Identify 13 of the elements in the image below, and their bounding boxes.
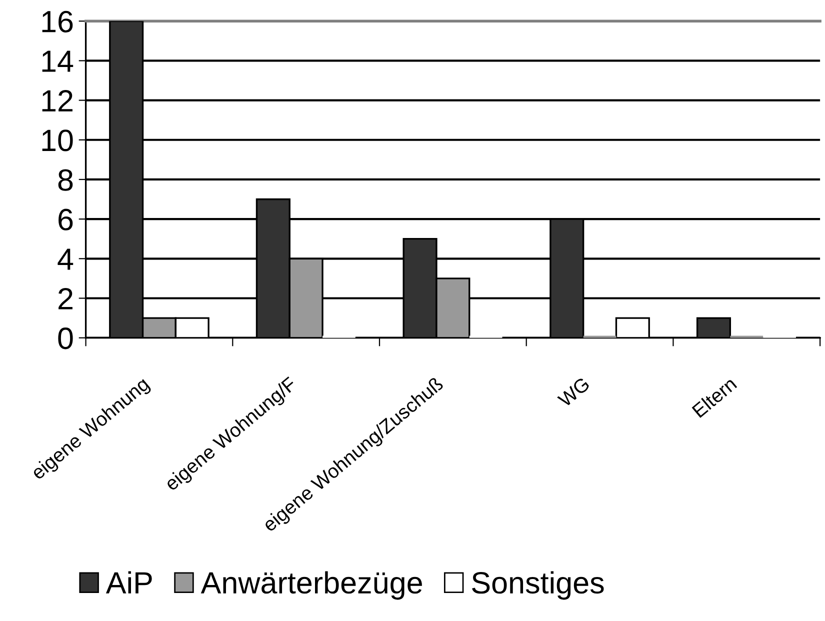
x-tick-label: WG [556, 376, 590, 408]
y-tick-label: 12 [42, 90, 72, 112]
y-tick-label: 10 [42, 130, 73, 152]
y-tick-label: 6 [58, 208, 73, 230]
y-tick-label: 16 [42, 10, 73, 32]
y-tick-label: 0 [58, 328, 73, 350]
legend-label: Anwärterbezüge [200, 571, 422, 600]
y-tick-label: 8 [58, 169, 73, 191]
y-tick-label: 2 [58, 288, 72, 310]
legend-label: AiP [106, 571, 152, 594]
y-tick-label: 4 [58, 248, 74, 270]
y-tick-label: 14 [42, 50, 74, 72]
legend-label: Sonstiges [472, 571, 604, 600]
